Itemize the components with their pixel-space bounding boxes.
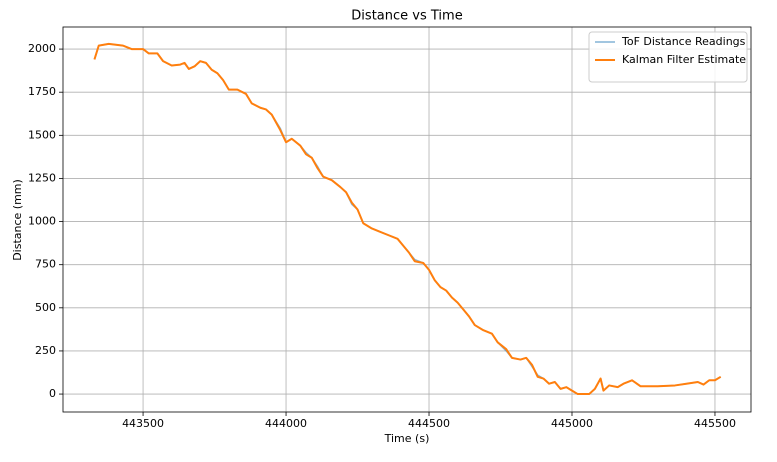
y-tick-label: 0	[49, 387, 56, 400]
data-line	[93, 42, 722, 396]
x-tick-label: 444000	[265, 417, 307, 430]
y-tick-label: 750	[35, 258, 56, 271]
y-tick-label: 1750	[28, 85, 56, 98]
x-axis-label: Time (s)	[384, 432, 430, 445]
plot-area: 443500 444000 444500 445000 445500 0 250 500 750…	[28, 27, 751, 430]
y-tick-label: 250	[35, 344, 56, 357]
y-tick-label: 500	[35, 301, 56, 314]
x-tick-label: 445000	[551, 417, 593, 430]
y-tick-label: 2000	[28, 42, 56, 55]
legend-label: Kalman Filter Estimate	[622, 53, 746, 66]
data-line	[93, 43, 722, 395]
y-tick-label: 1000	[28, 215, 56, 228]
y-tick-label: 1250	[28, 171, 56, 184]
legend-label: ToF Distance Readings	[621, 35, 746, 48]
x-tick-label: 443500	[122, 417, 164, 430]
x-tick-label: 445500	[694, 417, 736, 430]
legend: ToF Distance Readings Kalman Filter Estim…	[588, 31, 748, 83]
y-tick-label: 1500	[28, 128, 56, 141]
y-axis-label: Distance (mm)	[11, 179, 24, 261]
plot-frame	[62, 26, 752, 413]
x-tick-label: 444500	[408, 417, 450, 430]
legend-box	[588, 31, 748, 83]
chart-title: Distance vs Time	[351, 9, 462, 24]
